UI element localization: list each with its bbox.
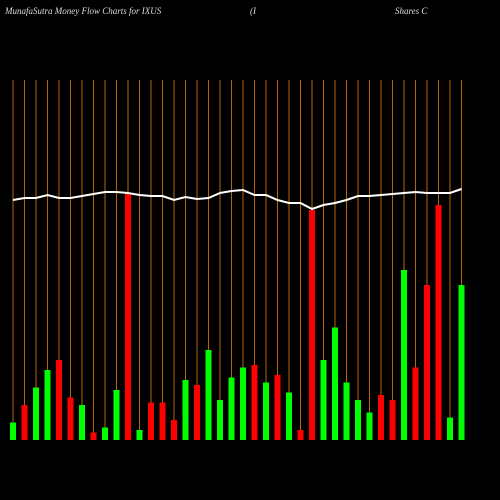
bar (33, 387, 39, 440)
bar (412, 367, 419, 440)
bar (297, 430, 304, 440)
bar (79, 405, 85, 440)
bar (355, 400, 361, 440)
bar (44, 370, 51, 440)
bar (171, 420, 177, 440)
bar (343, 382, 350, 440)
bar (67, 397, 74, 440)
bar (194, 385, 200, 440)
bar (56, 360, 62, 440)
bar (217, 400, 223, 440)
line (12, 188, 462, 211)
bar (401, 270, 407, 440)
bar (458, 285, 465, 440)
bar (102, 427, 108, 440)
bar (182, 380, 189, 440)
bar (136, 430, 143, 440)
bar (148, 402, 154, 440)
bar (332, 327, 338, 440)
bar (125, 192, 131, 440)
bar (251, 365, 258, 440)
bar (274, 375, 281, 440)
chart-title: MunafaSutra Money Flow Charts for IXUS (4, 6, 162, 16)
bar (378, 395, 384, 440)
bar (424, 285, 430, 440)
bar (113, 390, 120, 440)
bar (366, 412, 373, 440)
chart-title-part: Shares C (395, 6, 428, 16)
bar (309, 210, 315, 440)
bar (205, 350, 212, 440)
bar (447, 417, 453, 440)
bar (159, 402, 166, 440)
bar (286, 392, 292, 440)
chart-title-part: (I (250, 6, 257, 16)
bar (90, 432, 97, 440)
bar (21, 405, 28, 440)
bar (10, 422, 16, 440)
bar (435, 205, 442, 440)
bar (228, 377, 235, 440)
bar (320, 360, 327, 440)
bar (263, 382, 269, 440)
bar (389, 400, 396, 440)
bar (240, 367, 246, 440)
